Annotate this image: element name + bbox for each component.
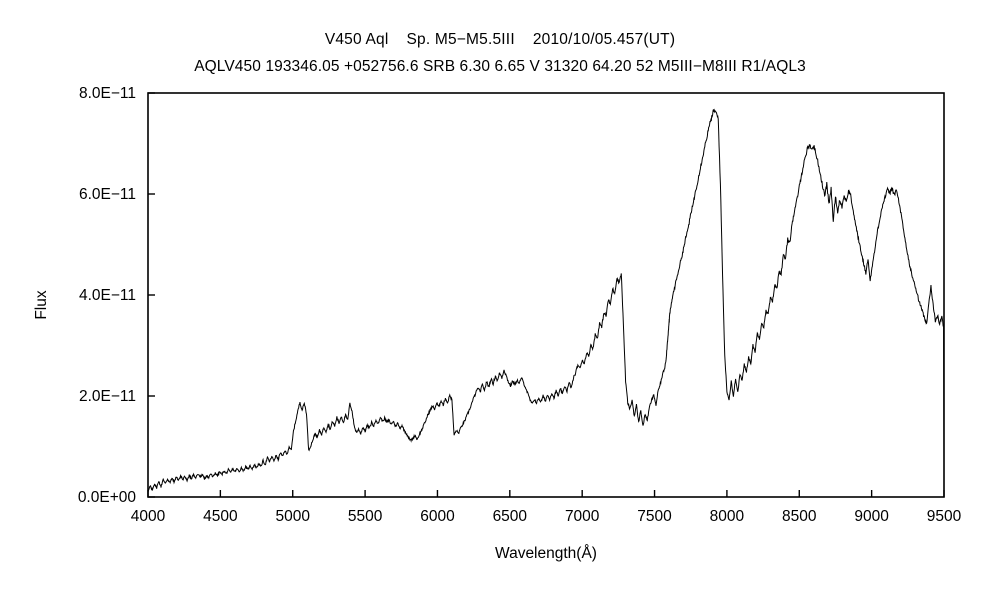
- x-tick-labels: 4000 4500 5000 5500 6000 6500 7000 7500 8000 8500…: [131, 508, 962, 525]
- x-axis-title: Wavelength(Å): [495, 545, 597, 562]
- y-tick-label: 8.0E−11: [79, 85, 136, 102]
- axis-ticks: [147, 92, 945, 498]
- x-tick-label: 7500: [637, 508, 672, 525]
- x-tick-label: 8000: [710, 508, 745, 525]
- x-tick-label: 8500: [782, 508, 817, 525]
- figure-title-line2: AQLV450 193346.05 +052756.6 SRB 6.30 6.6…: [194, 58, 806, 75]
- x-tick-label: 5500: [348, 508, 383, 525]
- figure-title-block: V450 Aql Sp. M5−M5.5III 2010/10/05.457(U…: [0, 26, 1000, 80]
- x-tick-label: 7000: [565, 508, 600, 525]
- x-tick-label: 4000: [131, 508, 166, 525]
- y-tick-label: 0.0E+00: [78, 489, 137, 506]
- y-tick-label: 6.0E−11: [79, 186, 136, 203]
- spectrum-line: [147, 108, 945, 493]
- x-tick-label: 9500: [927, 508, 962, 525]
- figure-title-line1: V450 Aql Sp. M5−M5.5III 2010/10/05.457(U…: [324, 31, 676, 48]
- y-tick-labels: 0.0E+00 2.0E−11 4.0E−11 6.0E−11 8.0E−11: [78, 85, 137, 506]
- y-tick-label: 4.0E−11: [79, 287, 136, 304]
- x-tick-label: 6500: [493, 508, 528, 525]
- y-axis-title: Flux: [33, 290, 50, 320]
- x-tick-label: 4500: [203, 508, 238, 525]
- x-tick-label: 9000: [854, 508, 889, 525]
- y-tick-label: 2.0E−11: [79, 388, 136, 405]
- plot-frame: [147, 92, 945, 498]
- x-tick-label: 6000: [420, 508, 455, 525]
- x-tick-label: 5000: [275, 508, 310, 525]
